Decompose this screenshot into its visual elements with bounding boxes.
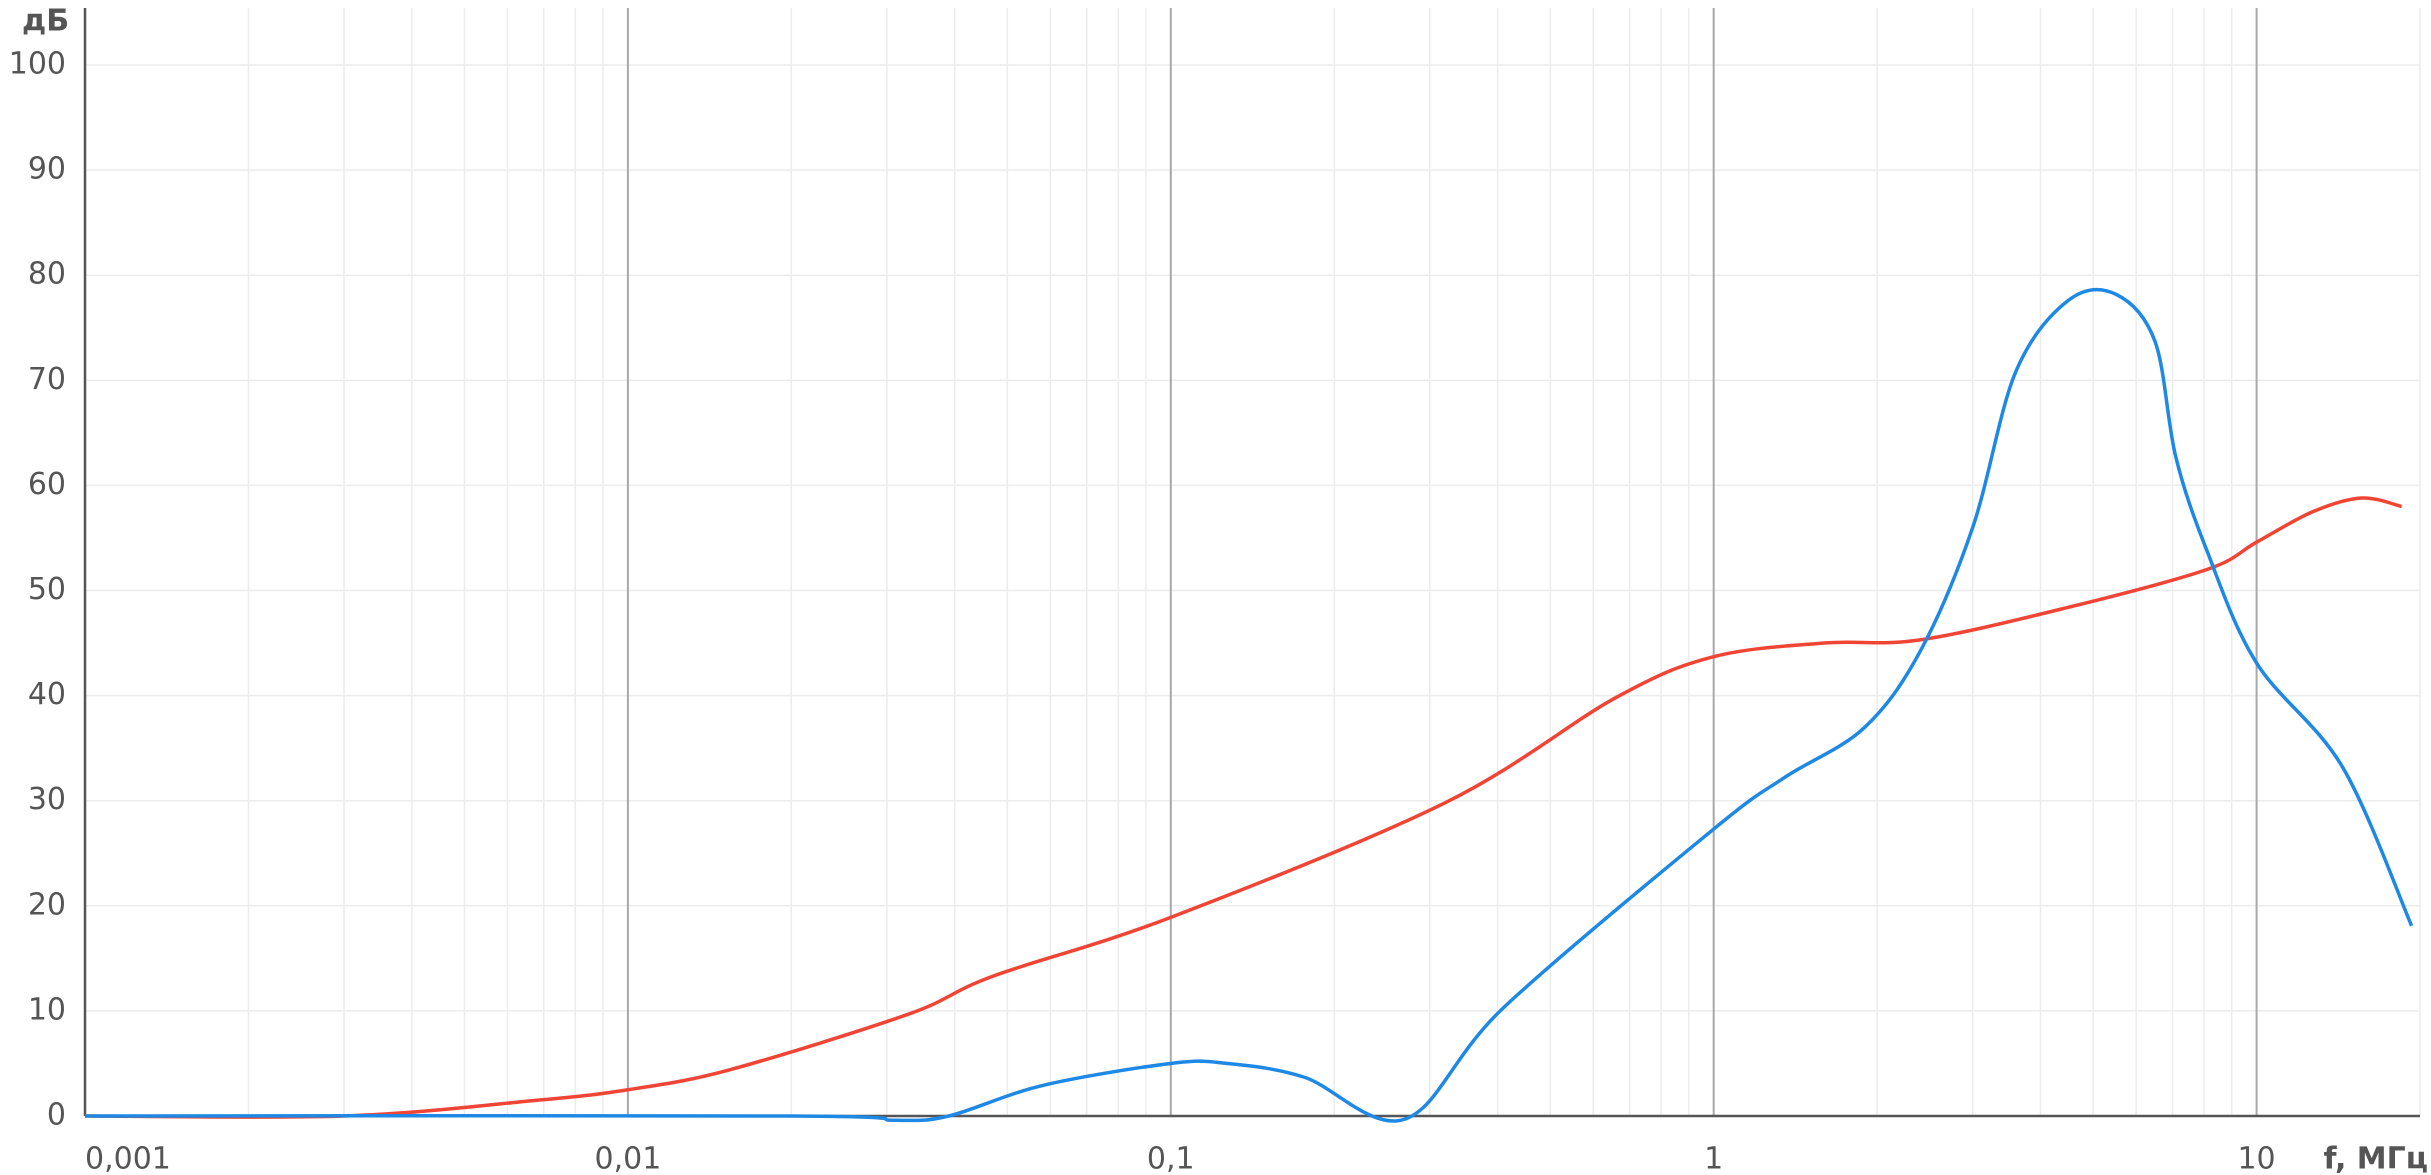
x-tick-label: 1 [1704, 1142, 1723, 1175]
y-tick-label: 90 [28, 152, 66, 187]
y-tick-label: 10 [28, 992, 66, 1027]
x-axis-label: f, МГц [2324, 1142, 2428, 1175]
y-tick-label: 0 [47, 1098, 66, 1133]
series-line [84, 496, 2403, 1119]
y-tick-label: 100 [9, 47, 66, 82]
y-tick-label: 30 [28, 782, 66, 817]
y-tick-label: 40 [28, 677, 66, 712]
y-tick-label: 80 [28, 257, 66, 292]
y-axis-label: дБ [22, 4, 69, 39]
x-tick-label: 0,001 [85, 1142, 171, 1175]
y-tick-label: 60 [28, 467, 66, 502]
y-tick-label: 20 [28, 887, 66, 922]
x-tick-label: 0,1 [1147, 1142, 1195, 1175]
y-tick-label: 50 [28, 572, 66, 607]
x-tick-label: 10 [2237, 1142, 2275, 1175]
series-line [84, 287, 2414, 1123]
x-tick-label: 0,01 [594, 1142, 661, 1175]
y-tick-label: 70 [28, 362, 66, 397]
